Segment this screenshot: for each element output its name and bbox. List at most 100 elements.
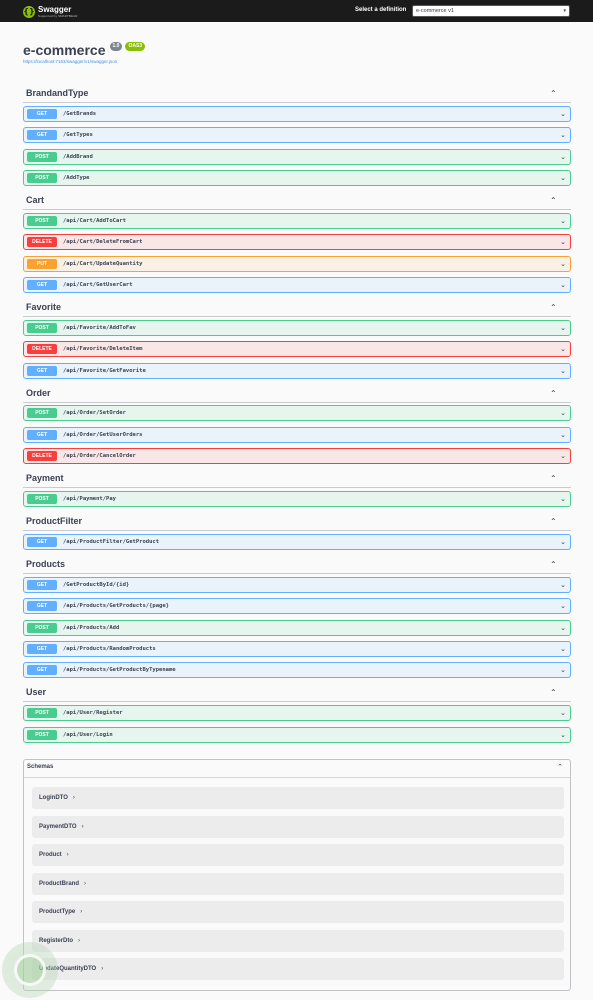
operation-row[interactable]: GET/api/ProductFilter/GetProduct ⌄ [23,534,571,550]
operation-row[interactable]: GET/api/Products/GetProducts/{page} ⌄ [23,598,571,614]
chevron-down-icon[interactable]: ⌄ [560,368,566,375]
schema-model[interactable]: PaymentDTO › [32,816,564,838]
operation-row[interactable]: GET/api/Order/GetUserOrders ⌄ [23,427,571,443]
method-badge: POST [27,708,57,718]
operation-row[interactable]: PUT/api/Cart/UpdateQuantity ⌄ [23,256,571,272]
operation-path: /api/User/Register [63,710,123,716]
schema-model-name: RegisterDto [39,938,74,944]
schemas-title[interactable]: Schemas [27,764,54,770]
operation-row[interactable]: DELETE/api/Order/CancelOrder ⌄ [23,448,571,464]
operation-row[interactable]: GET/api/Products/GetProductByTypename ⌄ [23,662,571,678]
chevron-down-icon[interactable]: ⌄ [560,539,566,546]
chevron-down-icon[interactable]: ⌄ [560,325,566,332]
schema-model[interactable]: LoginDTO › [32,787,564,809]
chevron-right-icon: › [66,852,69,858]
chevron-down-icon[interactable]: ⌄ [560,282,566,289]
operation-row[interactable]: POST/api/Cart/AddToCart ⌄ [23,213,571,229]
chevron-right-icon: › [80,909,83,915]
section-title-cart[interactable]: Cart [26,195,45,205]
swagger-json-link[interactable]: https://localhost:7163/swagger/v1/swagge… [23,59,118,64]
operation-row[interactable]: GET/GetProductById/{id} ⌄ [23,577,571,593]
schema-model[interactable]: ProductType › [32,901,564,923]
page-title: e-commerce 1.0 OAS3 [23,41,146,58]
logo-name: Swagger [38,4,72,14]
chevron-up-icon[interactable]: ⌃ [550,474,557,483]
operation-row[interactable]: POST/api/Products/Add ⌄ [23,620,571,636]
operation-row[interactable]: DELETE/api/Favorite/DeleteItem ⌄ [23,341,571,357]
section-title-products[interactable]: Products [26,559,66,569]
operation-row[interactable]: POST/api/User/Login ⌄ [23,727,571,743]
section-title-payment[interactable]: Payment [26,473,64,483]
operation-row[interactable]: POST/AddType ⌄ [23,170,571,186]
method-badge: GET [27,665,57,675]
section-title-productfilter[interactable]: ProductFilter [26,516,83,526]
chevron-down-icon[interactable]: ⌄ [560,175,566,182]
operation-path: /GetTypes [63,132,93,138]
chevron-down-icon[interactable]: ⌄ [560,646,566,653]
method-badge: POST [27,173,57,183]
chevron-down-icon[interactable]: ⌄ [560,239,566,246]
chevron-up-icon[interactable]: ⌃ [550,517,557,526]
operation-row[interactable]: POST/AddBrand ⌄ [23,149,571,165]
chevron-down-icon[interactable]: ⌄ [560,410,566,417]
chevron-down-icon[interactable]: ⌄ [560,132,566,139]
method-badge: POST [27,494,57,504]
operation-row[interactable]: GET/GetBrands ⌄ [23,106,571,122]
operation-row[interactable]: POST/api/User/Register ⌄ [23,705,571,721]
method-badge: GET [27,366,57,376]
section-divider [23,573,571,574]
chevron-down-icon[interactable]: ⌄ [560,496,566,503]
chevron-down-icon[interactable]: ⌄ [560,154,566,161]
operation-path: /api/Cart/AddToCart [63,218,126,224]
section-title-user[interactable]: User [26,687,47,697]
chevron-up-icon[interactable]: ⌃ [550,560,557,569]
schema-model[interactable]: Product › [32,844,564,866]
chevron-down-icon[interactable]: ⌄ [560,346,566,353]
operation-path: /api/Favorite/AddToFav [63,325,136,331]
chevron-down-icon[interactable]: ⌄ [560,732,566,739]
section-divider [23,316,571,317]
chevron-down-icon[interactable]: ⌄ [560,111,566,118]
operation-row[interactable]: POST/api/Order/SetOrder ⌄ [23,405,571,421]
schema-model-name: ProductType [39,909,76,915]
definition-select[interactable]: e-commerce v1 ▾ [412,5,570,17]
operation-row[interactable]: GET/api/Favorite/GetFavorite ⌄ [23,363,571,379]
operation-row[interactable]: GET/GetTypes ⌄ [23,127,571,143]
chevron-down-icon[interactable]: ⌄ [560,453,566,460]
operation-path: /api/Order/CancelOrder [63,453,136,459]
operation-row[interactable]: POST/api/Favorite/AddToFav ⌄ [23,320,571,336]
chevron-down-icon[interactable]: ⌄ [560,603,566,610]
section-title-order[interactable]: Order [26,388,51,398]
chevron-down-icon[interactable]: ⌄ [560,218,566,225]
section-title-favorite[interactable]: Favorite [26,302,62,312]
chevron-down-icon[interactable]: ⌄ [560,261,566,268]
chevron-down-icon[interactable]: ⌄ [560,582,566,589]
schema-model[interactable]: UpdateQuantityDTO › [32,958,564,980]
schema-model[interactable]: RegisterDto › [32,930,564,952]
chevron-up-icon[interactable]: ⌃ [550,303,557,312]
chevron-up-icon[interactable]: ⌃ [550,389,557,398]
chevron-down-icon[interactable]: ⌄ [560,432,566,439]
method-badge: PUT [27,259,57,269]
watermark-icon [14,954,46,986]
section-title-brandandtype[interactable]: BrandandType [26,88,89,98]
chevron-up-icon[interactable]: ⌃ [557,764,563,771]
operation-row[interactable]: POST/api/Payment/Pay ⌄ [23,491,571,507]
operation-path: /api/Products/GetProducts/{page} [63,603,169,609]
chevron-up-icon[interactable]: ⌃ [550,89,557,98]
operation-row[interactable]: GET/api/Cart/GetUserCart ⌄ [23,277,571,293]
schema-model[interactable]: ProductBrand › [32,873,564,895]
definition-value: e-commerce v1 [416,8,454,14]
chevron-down-icon[interactable]: ⌄ [560,625,566,632]
operation-path: /api/ProductFilter/GetProduct [63,539,160,545]
chevron-down-icon[interactable]: ⌄ [560,667,566,674]
operation-row[interactable]: DELETE/api/Cart/DeleteFromCart ⌄ [23,234,571,250]
chevron-up-icon[interactable]: ⌃ [550,688,557,697]
swagger-logo[interactable]: {} Swagger Supported by SMARTBEAR [23,4,78,19]
chevron-down-icon[interactable]: ⌄ [560,710,566,717]
operation-path: /api/Order/SetOrder [63,410,126,416]
method-badge: POST [27,216,57,226]
method-badge: POST [27,408,57,418]
chevron-up-icon[interactable]: ⌃ [550,196,557,205]
operation-row[interactable]: GET/api/Products/RandomProducts ⌄ [23,641,571,657]
